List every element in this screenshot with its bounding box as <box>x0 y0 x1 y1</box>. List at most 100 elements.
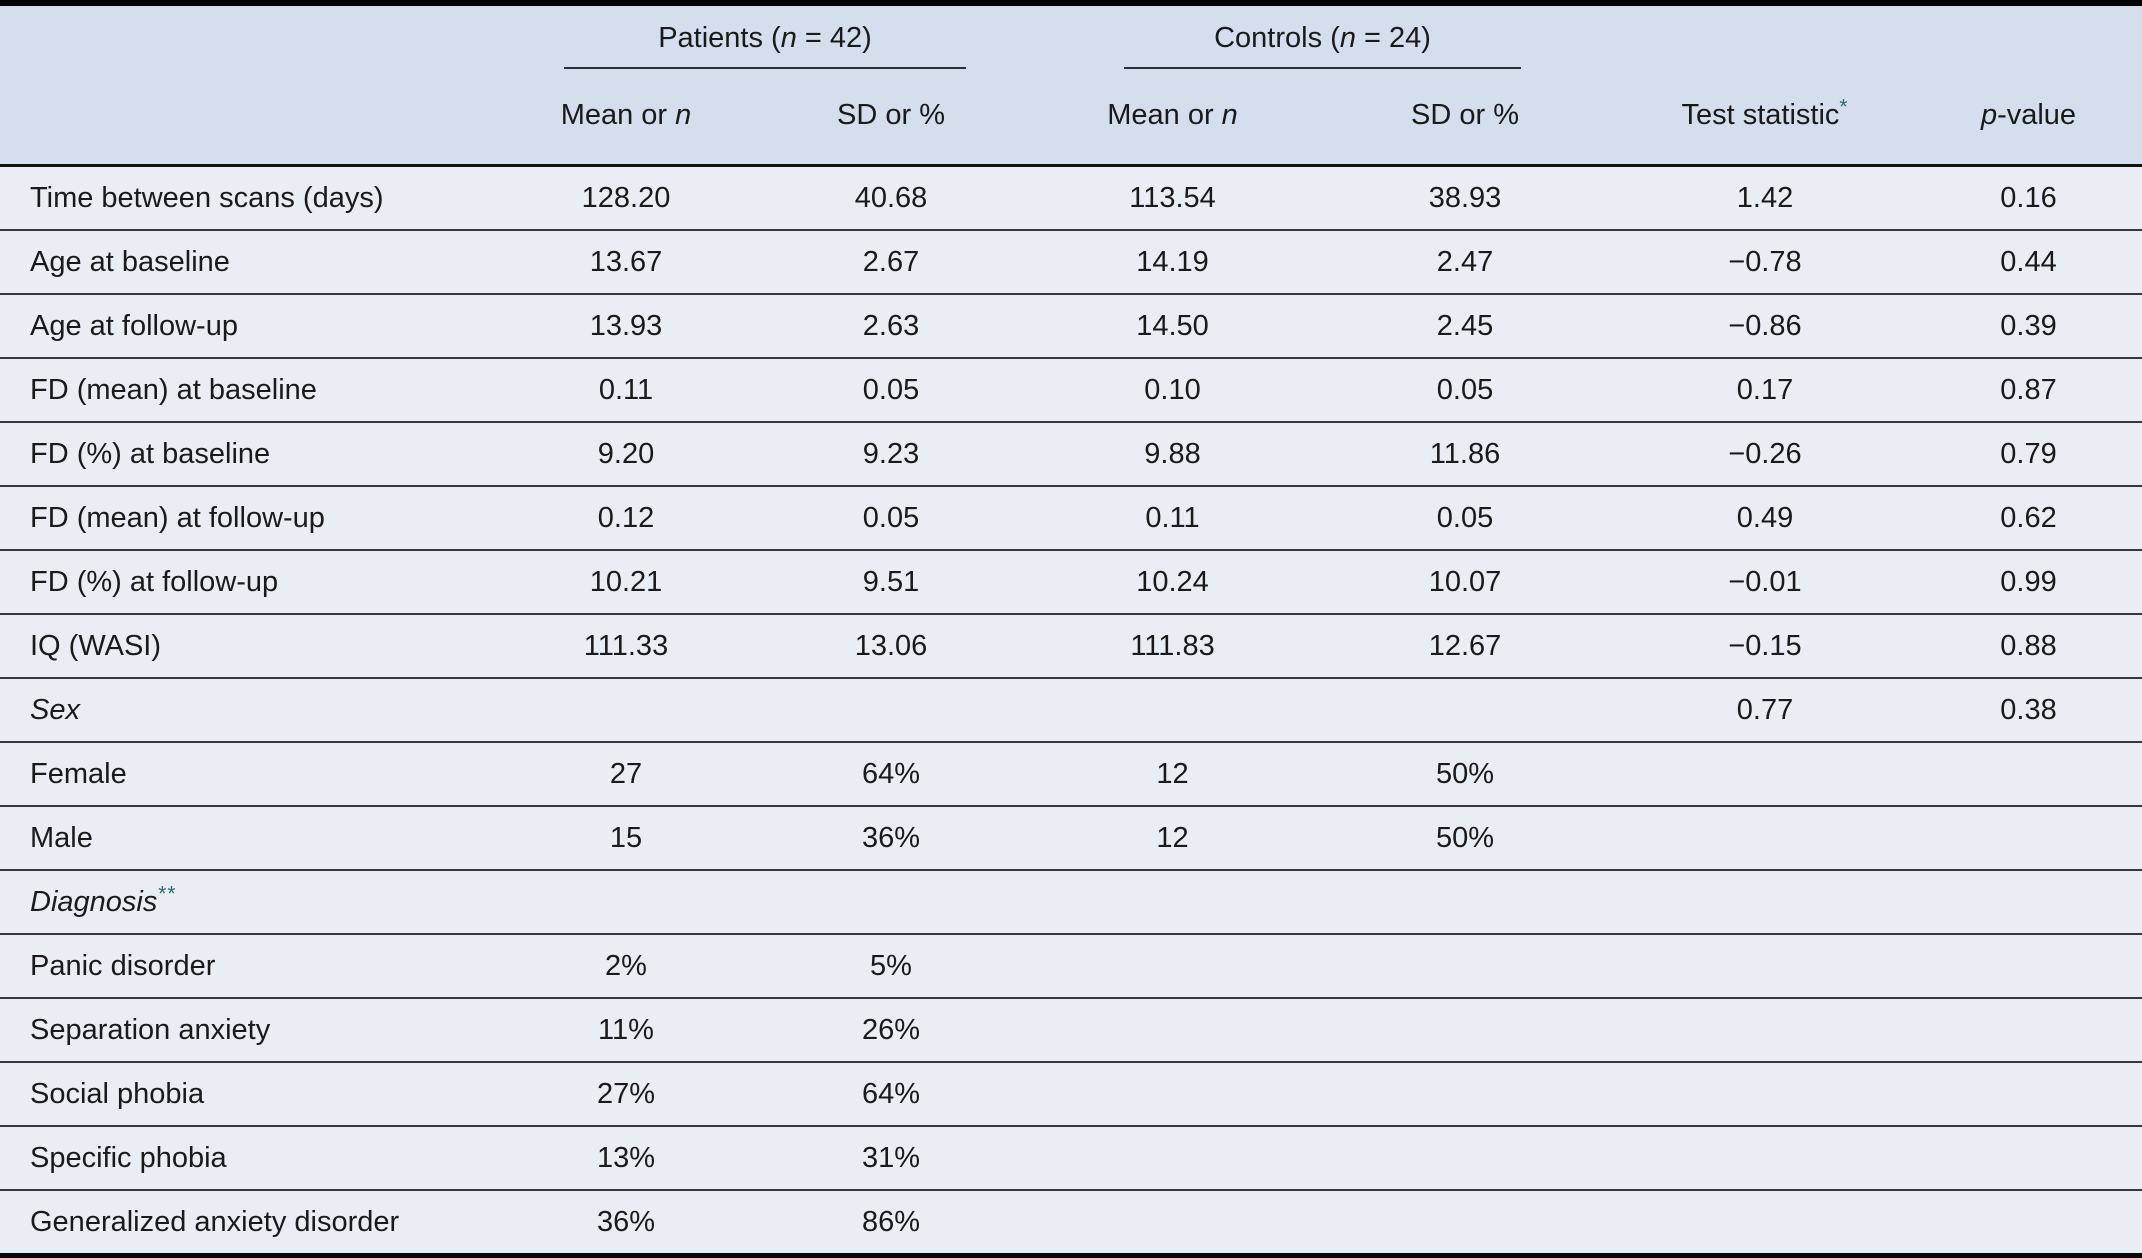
cell-p-value: 0.16 <box>1915 167 2142 229</box>
cell-patients-sd: 40.68 <box>752 167 1031 229</box>
cell-controls-sd: 0.05 <box>1315 485 1616 549</box>
cell-controls-mean <box>1030 869 1316 933</box>
cell-controls-sd <box>1315 869 1616 933</box>
cell-controls-sd <box>1315 933 1616 997</box>
cell-controls-sd: 38.93 <box>1315 167 1616 229</box>
cell-p-value: 0.87 <box>1915 357 2142 421</box>
cell-patients-mean: 27% <box>500 1061 752 1125</box>
cell-p-value: 0.79 <box>1915 421 2142 485</box>
table-header: Patients (n = 42) Controls (n = 24) Mean… <box>0 6 2142 167</box>
row-label-text: FD (mean) at follow-up <box>30 501 325 534</box>
header-empty-label-cell <box>0 80 500 167</box>
row-label-text: FD (mean) at baseline <box>30 373 317 406</box>
cell-controls-mean: 111.83 <box>1030 613 1316 677</box>
cell-patients-sd: 31% <box>752 1125 1031 1189</box>
cell-patients-sd: 9.51 <box>752 549 1031 613</box>
cell-p-value <box>1915 741 2142 805</box>
patients-group-label: Patients (n = 42) <box>500 22 1030 55</box>
cell-test-statistic <box>1615 933 1916 997</box>
cell-patients-sd <box>752 677 1031 741</box>
cell-test-statistic: 1.42 <box>1615 167 1916 229</box>
cell-controls-sd: 2.47 <box>1315 229 1616 293</box>
cell-controls-sd: 11.86 <box>1315 421 1616 485</box>
row-label: FD (%) at baseline <box>0 421 500 485</box>
cell-controls-mean: 14.50 <box>1030 293 1316 357</box>
cell-controls-sd: 50% <box>1315 741 1616 805</box>
cell-test-statistic <box>1615 1189 1916 1253</box>
cell-test-statistic: 0.17 <box>1615 357 1916 421</box>
row-label: Separation anxiety <box>0 997 500 1061</box>
cell-patients-sd: 5% <box>752 933 1031 997</box>
controls-label-nvar: n <box>1339 22 1356 54</box>
cell-controls-mean <box>1030 677 1316 741</box>
cell-controls-sd <box>1315 1061 1616 1125</box>
row-label: FD (mean) at follow-up <box>0 485 500 549</box>
cell-controls-sd <box>1315 677 1616 741</box>
header-empty-cell <box>0 6 500 80</box>
cell-controls-sd: 50% <box>1315 805 1616 869</box>
table-row: Panic disorder 2% 5% <box>0 933 2142 997</box>
cell-patients-mean: 13.93 <box>500 293 752 357</box>
cell-patients-sd: 36% <box>752 805 1031 869</box>
cell-controls-sd: 2.45 <box>1315 293 1616 357</box>
row-label-text: IQ (WASI) <box>30 629 162 662</box>
row-label: Male <box>0 805 500 869</box>
cell-patients-mean: 9.20 <box>500 421 752 485</box>
table-row: IQ (WASI) 111.33 13.06 111.83 12.67 −0.1… <box>0 613 2142 677</box>
cell-p-value: 0.99 <box>1915 549 2142 613</box>
cell-patients-mean <box>500 677 752 741</box>
controls-label-suffix: = 24) <box>1355 22 1431 54</box>
row-label-text: Male <box>30 821 93 854</box>
table-row: FD (%) at baseline 9.20 9.23 9.88 11.86 … <box>0 421 2142 485</box>
row-label-text: Sex <box>30 693 80 726</box>
cell-patients-mean: 0.12 <box>500 485 752 549</box>
cell-patients-mean: 15 <box>500 805 752 869</box>
header-empty-cell-teststat <box>1615 6 1916 80</box>
cell-p-value <box>1915 1189 2142 1253</box>
table-row: Separation anxiety 11% 26% <box>0 997 2142 1061</box>
table-row: Diagnosis** <box>0 869 2142 933</box>
cell-test-statistic: −0.86 <box>1615 293 1916 357</box>
table-row: Specific phobia 13% 31% <box>0 1125 2142 1189</box>
table-row: FD (mean) at baseline 0.11 0.05 0.10 0.0… <box>0 357 2142 421</box>
cell-patients-sd: 26% <box>752 997 1031 1061</box>
cell-controls-mean <box>1030 997 1316 1061</box>
cell-patients-mean: 36% <box>500 1189 752 1253</box>
row-label: FD (mean) at baseline <box>0 357 500 421</box>
cell-controls-mean: 12 <box>1030 741 1316 805</box>
cell-test-statistic <box>1615 869 1916 933</box>
cell-controls-sd <box>1315 1189 1616 1253</box>
row-label-text: Age at follow-up <box>30 309 238 342</box>
row-label-text: Age at baseline <box>30 245 230 278</box>
cell-p-value: 0.44 <box>1915 229 2142 293</box>
controls-group-label: Controls (n = 24) <box>1030 22 1615 55</box>
header-patients-mean: Mean or n <box>500 80 752 167</box>
cell-test-statistic: −0.26 <box>1615 421 1916 485</box>
cell-test-statistic <box>1615 1125 1916 1189</box>
table-row: FD (mean) at follow-up 0.12 0.05 0.11 0.… <box>0 485 2142 549</box>
cell-patients-sd <box>752 869 1031 933</box>
patients-spanner-rule <box>563 67 967 69</box>
header-p-value: p-value <box>1915 80 2142 167</box>
row-label-text: Diagnosis <box>30 885 158 918</box>
row-label-text: Generalized anxiety disorder <box>30 1205 400 1238</box>
cell-test-statistic: −0.01 <box>1615 549 1916 613</box>
table-row: Social phobia 27% 64% <box>0 1061 2142 1125</box>
cell-patients-mean: 128.20 <box>500 167 752 229</box>
row-label: Generalized anxiety disorder <box>0 1189 500 1253</box>
row-label: IQ (WASI) <box>0 613 500 677</box>
cell-test-statistic <box>1615 805 1916 869</box>
patients-label-prefix: Patients ( <box>658 22 781 54</box>
cell-p-value: 0.39 <box>1915 293 2142 357</box>
cell-patients-mean <box>500 869 752 933</box>
row-label: Age at follow-up <box>0 293 500 357</box>
cell-patients-sd: 86% <box>752 1189 1031 1253</box>
cell-controls-sd: 10.07 <box>1315 549 1616 613</box>
row-label: Sex <box>0 677 500 741</box>
cell-patients-sd: 0.05 <box>752 357 1031 421</box>
cell-patients-sd: 0.05 <box>752 485 1031 549</box>
table-row: Female 27 64% 12 50% <box>0 741 2142 805</box>
row-label-footnote-marker: ** <box>157 881 176 905</box>
cell-p-value: 0.38 <box>1915 677 2142 741</box>
